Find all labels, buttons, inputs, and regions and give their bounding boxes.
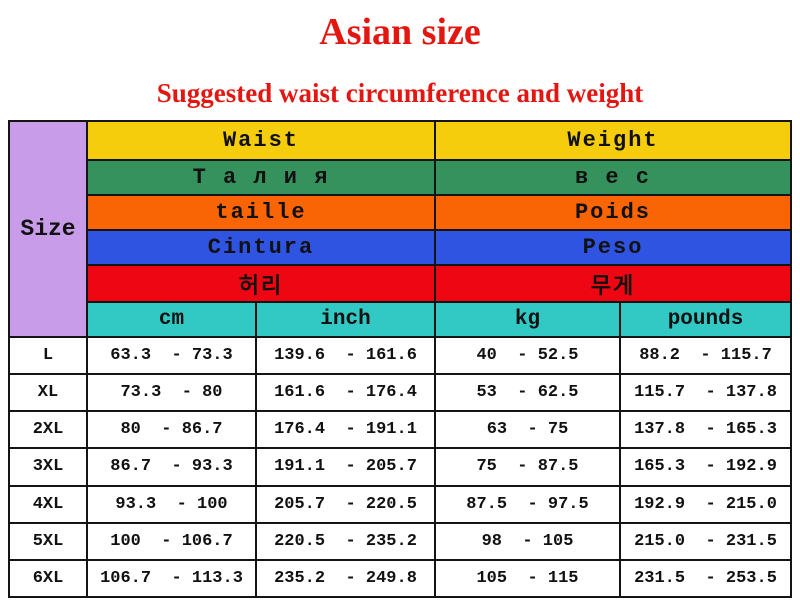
size-label-3XL: 3XL	[10, 449, 86, 485]
waist-cm-XL: 73.3 - 80	[88, 375, 255, 411]
size-label-2XL: 2XL	[10, 412, 86, 448]
size-label-5XL: 5XL	[10, 523, 86, 559]
waist-inch-L: 139.6 - 161.6	[257, 338, 434, 374]
weight-pounds-L: 88.2 - 115.7	[621, 338, 790, 374]
size-label-XL: XL	[10, 375, 86, 411]
weight-kg-6XL: 105 - 115	[436, 560, 619, 596]
waist-cm-L: 63.3 - 73.3	[88, 338, 255, 374]
size-label-4XL: 4XL	[10, 486, 86, 522]
weight-kg-L: 40 - 52.5	[436, 338, 619, 374]
waist-inch-XL: 161.6 - 176.4	[257, 375, 434, 411]
waist-inch-6XL: 235.2 - 249.8	[257, 560, 434, 596]
unit-header-kg: kg	[436, 303, 619, 336]
waist-inch-3XL: 191.1 - 205.7	[257, 449, 434, 485]
weight-kg-5XL: 98 - 105	[436, 523, 619, 559]
waist-cm-6XL: 106.7 - 113.3	[88, 560, 255, 596]
weight-pounds-3XL: 165.3 - 192.9	[621, 449, 790, 485]
waist-cm-4XL: 93.3 - 100	[88, 486, 255, 522]
header-weight-russian: в е с	[436, 161, 790, 194]
size-chart-table: Size Waist Weight Т а л и я в е с taille…	[8, 120, 792, 598]
weight-kg-4XL: 87.5 - 97.5	[436, 486, 619, 522]
header-waist-russian: Т а л и я	[88, 161, 434, 194]
waist-cm-3XL: 86.7 - 93.3	[88, 449, 255, 485]
header-weight-english: Weight	[436, 122, 790, 159]
weight-kg-3XL: 75 - 87.5	[436, 449, 619, 485]
waist-cm-5XL: 100 - 106.7	[88, 523, 255, 559]
header-weight-spanish: Peso	[436, 231, 790, 264]
unit-header-cm: cm	[88, 303, 255, 336]
header-weight-french: Poids	[436, 196, 790, 229]
size-header-cell: Size	[10, 122, 86, 336]
weight-kg-XL: 53 - 62.5	[436, 375, 619, 411]
weight-pounds-5XL: 215.0 - 231.5	[621, 523, 790, 559]
page-subtitle: Suggested waist circumference and weight	[156, 78, 644, 108]
header-weight-korean: 무게	[436, 266, 790, 301]
header-waist-french: taille	[88, 196, 434, 229]
waist-cm-2XL: 80 - 86.7	[88, 412, 255, 448]
page-title: Asian size	[319, 11, 481, 53]
waist-inch-5XL: 220.5 - 235.2	[257, 523, 434, 559]
unit-header-pounds: pounds	[621, 303, 790, 336]
size-label-L: L	[10, 338, 86, 374]
waist-inch-4XL: 205.7 - 220.5	[257, 486, 434, 522]
weight-pounds-6XL: 231.5 - 253.5	[621, 560, 790, 596]
weight-pounds-4XL: 192.9 - 215.0	[621, 486, 790, 522]
header-waist-english: Waist	[88, 122, 434, 159]
header-waist-korean: 허리	[88, 266, 434, 301]
weight-pounds-2XL: 137.8 - 165.3	[621, 412, 790, 448]
header-waist-spanish: Cintura	[88, 231, 434, 264]
unit-header-inch: inch	[257, 303, 434, 336]
weight-kg-2XL: 63 - 75	[436, 412, 619, 448]
size-label-6XL: 6XL	[10, 560, 86, 596]
waist-inch-2XL: 176.4 - 191.1	[257, 412, 434, 448]
weight-pounds-XL: 115.7 - 137.8	[621, 375, 790, 411]
